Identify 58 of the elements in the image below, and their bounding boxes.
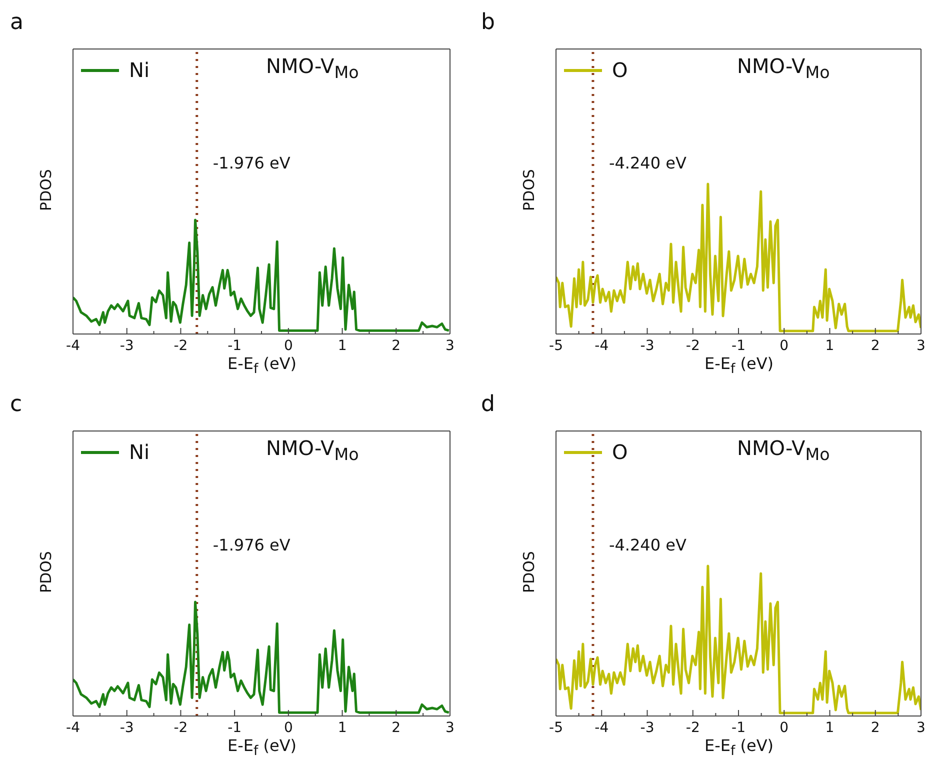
x-tick-label: 3 bbox=[446, 720, 454, 736]
x-axis-title: E-E$_{f}$ (eV) bbox=[226, 354, 298, 378]
x-tick-label: -4 bbox=[594, 720, 609, 736]
text: NMO-V$_{Mo}$ bbox=[266, 54, 359, 82]
x-axis-title: E-E$_{f}$ (eV) bbox=[226, 736, 298, 760]
x-axis-title: E-E$_{f}$ (eV) bbox=[703, 736, 775, 760]
x-tick-label: -5 bbox=[549, 338, 563, 354]
x-tick-label: -1 bbox=[732, 720, 746, 736]
x-tick-label: -3 bbox=[120, 338, 134, 354]
x-tick-label: -1 bbox=[228, 338, 242, 354]
x-tick-label: -3 bbox=[640, 720, 654, 736]
ref-line-label: -1.976 eV bbox=[212, 154, 290, 173]
x-tick-label: -4 bbox=[594, 338, 609, 354]
ref-line-label: -4.240 eV bbox=[608, 536, 686, 555]
x-tick-label: -1 bbox=[228, 720, 242, 736]
ref-line-label: -4.240 eV bbox=[608, 154, 686, 173]
x-tick-label: 0 bbox=[284, 338, 293, 354]
x-tick-label: -2 bbox=[174, 720, 188, 736]
y-axis-title: PDOS bbox=[36, 169, 55, 211]
legend-label: O bbox=[612, 58, 628, 82]
x-tick-label: 3 bbox=[916, 720, 926, 736]
y-axis-title: PDOS bbox=[36, 551, 55, 593]
x-tick-label: -2 bbox=[686, 338, 700, 354]
text: NMO-V$_{Mo}$ bbox=[266, 436, 359, 464]
x-tick-label: 1 bbox=[825, 720, 834, 736]
x-tick-label: -4 bbox=[66, 338, 80, 354]
chart-title: b bbox=[481, 10, 495, 35]
x-tick-label: -2 bbox=[174, 338, 188, 354]
x-tick-label: 2 bbox=[392, 720, 401, 736]
x-tick-label: 0 bbox=[780, 720, 789, 736]
x-tick-label: -2 bbox=[686, 720, 700, 736]
x-tick-label: -4 bbox=[66, 720, 80, 736]
x-tick-label: 3 bbox=[916, 338, 926, 354]
chart-title: a bbox=[10, 10, 24, 35]
x-tick-label: -5 bbox=[549, 720, 563, 736]
y-axis-title: PDOS bbox=[520, 169, 538, 211]
x-tick-label: 0 bbox=[780, 338, 789, 354]
x-tick-label: 2 bbox=[870, 338, 880, 354]
ref-line-label: -1.976 eV bbox=[212, 536, 290, 555]
x-axis-title: E-E$_{f}$ (eV) bbox=[703, 354, 775, 378]
x-tick-label: -1 bbox=[732, 338, 746, 354]
x-tick-label: 2 bbox=[392, 338, 401, 354]
x-tick-label: 1 bbox=[825, 338, 834, 354]
chart-title: d bbox=[481, 392, 495, 417]
x-tick-label: 1 bbox=[338, 720, 347, 736]
x-tick-label: 2 bbox=[870, 720, 880, 736]
x-tick-label: 1 bbox=[338, 338, 347, 354]
x-tick-label: -3 bbox=[120, 720, 134, 736]
x-tick-label: 0 bbox=[284, 720, 293, 736]
text: NMO-V$_{Mo}$ bbox=[737, 436, 830, 464]
chart-title: c bbox=[10, 392, 22, 417]
y-axis-title: PDOS bbox=[520, 551, 538, 593]
x-tick-label: 3 bbox=[446, 338, 454, 354]
x-tick-label: -3 bbox=[640, 338, 654, 354]
legend-label: Ni bbox=[129, 58, 150, 82]
legend-label: Ni bbox=[129, 440, 150, 464]
legend-label: O bbox=[612, 440, 628, 464]
text: NMO-V$_{Mo}$ bbox=[737, 54, 830, 82]
